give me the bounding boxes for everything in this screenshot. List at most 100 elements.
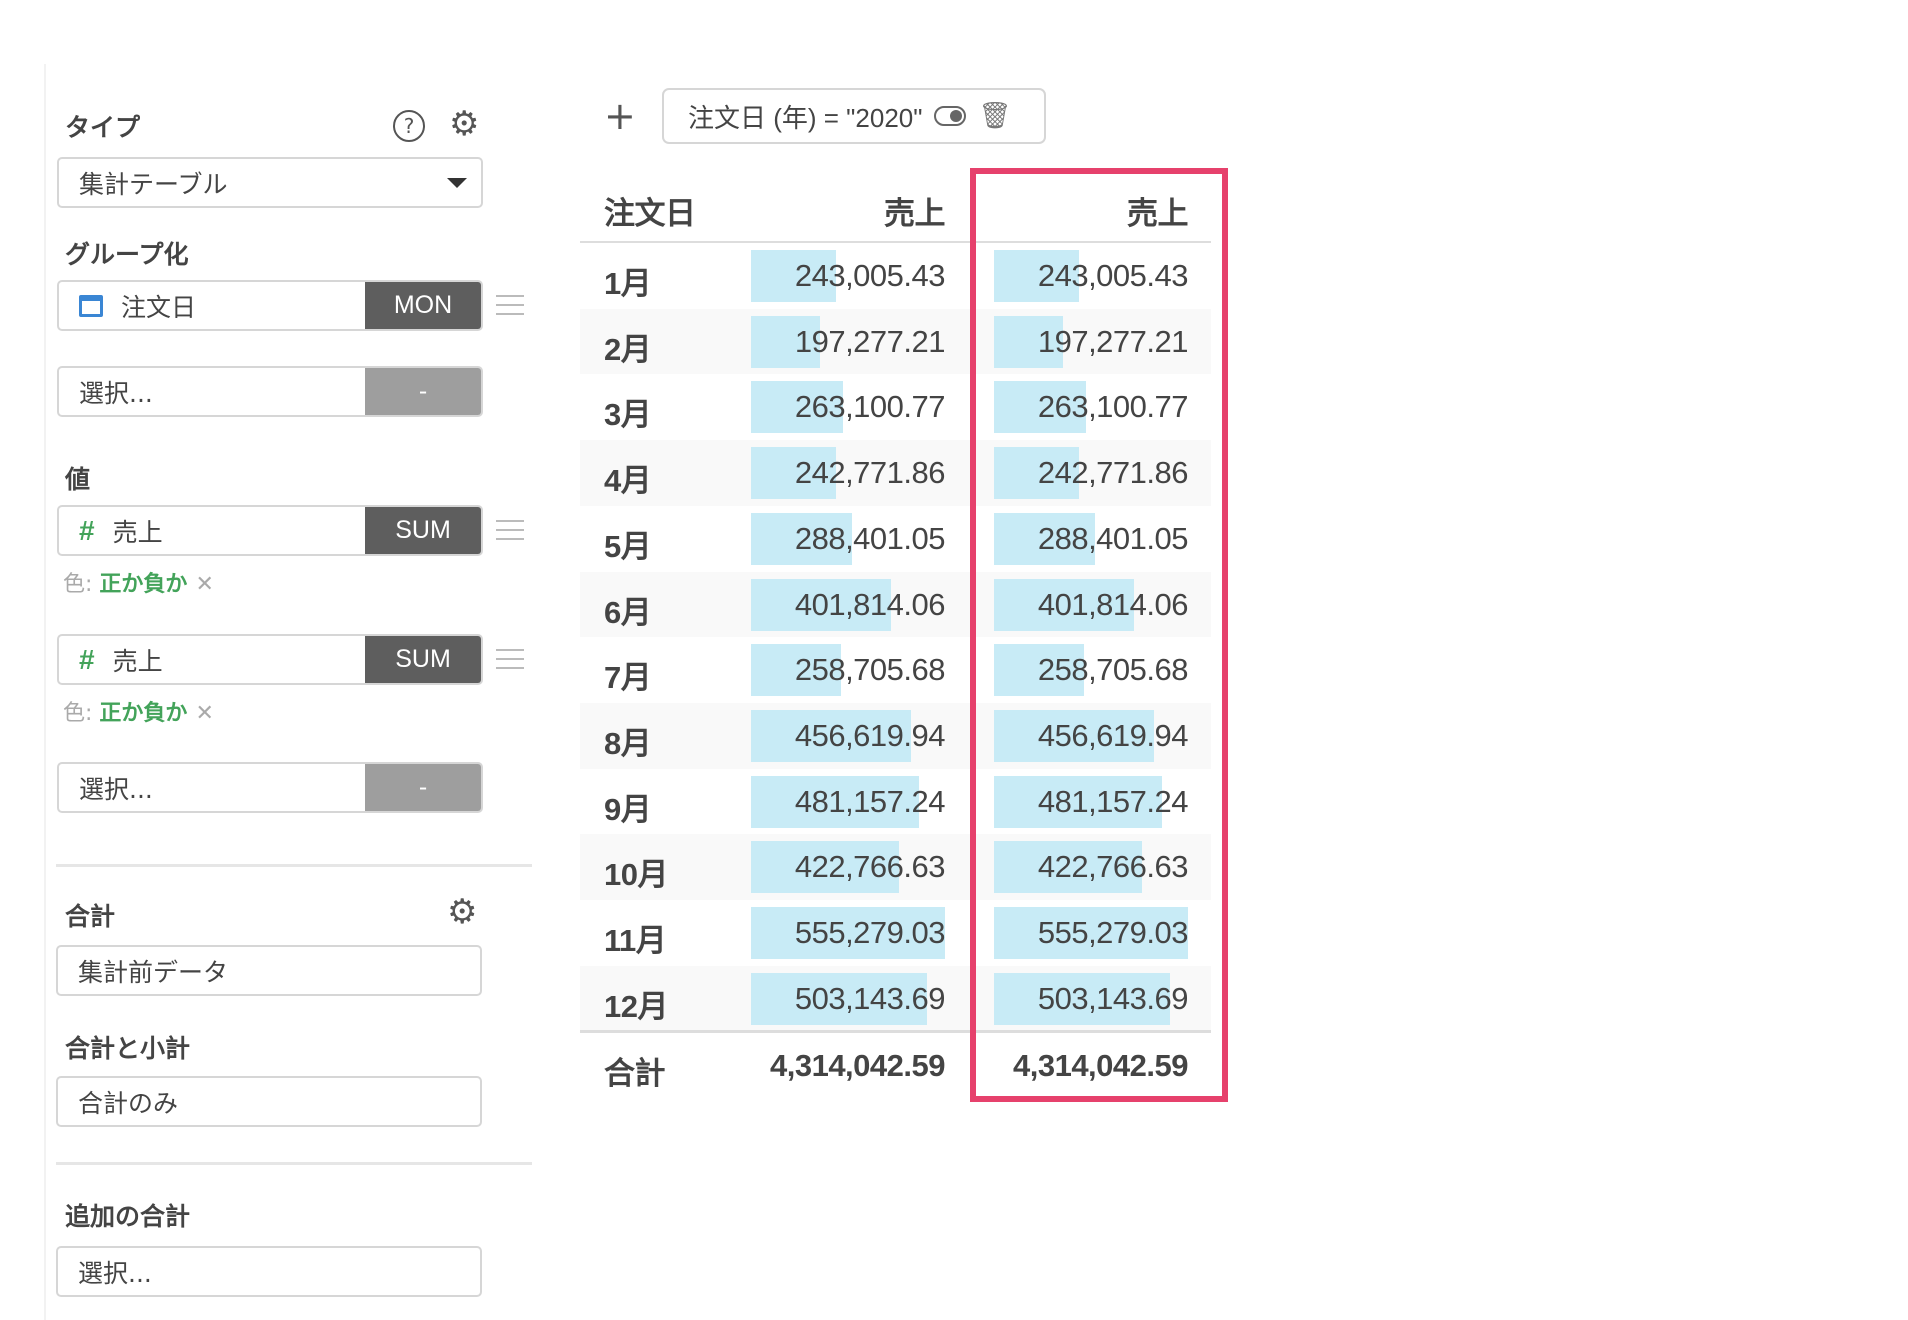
close-icon[interactable]: ✕ [195, 572, 214, 597]
value-bar [751, 578, 892, 631]
grouping-placeholder: 選択... [79, 378, 153, 408]
total-subtotal-label: 合計と小計 [65, 1034, 191, 1063]
sidebar-border [44, 64, 46, 1320]
value-bar [994, 578, 1135, 631]
total-subtotal-select[interactable]: 合計のみ [56, 1076, 482, 1127]
type-select[interactable]: 集計テーブル [57, 157, 483, 208]
value-cell: 456,619.94 [794, 717, 946, 753]
caret-down-icon [447, 177, 467, 188]
header-divider [580, 241, 1211, 244]
filter-chip-text: 注文日 (年) = "2020" [688, 102, 923, 133]
table-row [580, 308, 1211, 375]
additional-total-label: 追加の合計 [65, 1202, 191, 1231]
total-value: 集計前データ [78, 957, 229, 987]
value-cell: 258,705.68 [1037, 652, 1189, 688]
close-icon[interactable]: ✕ [195, 701, 214, 726]
grouping-select-empty[interactable]: 選択... - [57, 366, 483, 417]
color-value-link[interactable]: 正か負か [99, 572, 188, 597]
filter-chip[interactable]: 注文日 (年) = "2020" 🗑 [662, 88, 1046, 144]
value-cell: 555,279.03 [794, 915, 946, 950]
value-cell: 263,100.77 [1037, 389, 1189, 425]
header-sales[interactable]: 売上 [1127, 196, 1189, 231]
total-subtotal-value: 合計のみ [78, 1088, 179, 1118]
gear-icon[interactable]: ⚙ [447, 892, 478, 932]
calendar-icon [79, 294, 103, 317]
values-label: 値 [65, 465, 91, 494]
grouping-field[interactable]: 注文日 MON [57, 280, 483, 331]
table-row [580, 243, 1211, 309]
value-cell: 243,005.43 [1037, 258, 1189, 293]
value-cell: 481,157.24 [1037, 783, 1189, 819]
row-label: 2月 [604, 331, 652, 367]
grouping-aggregation-button[interactable]: MON [365, 282, 481, 329]
value-aggregation-button[interactable]: SUM [365, 636, 481, 683]
value-cell: 503,143.69 [1037, 980, 1189, 1016]
value-cell: 197,277.21 [794, 323, 946, 359]
drag-handle-icon[interactable] [496, 520, 524, 540]
table-row [580, 505, 1211, 572]
value-cell: 555,279.03 [1037, 915, 1189, 950]
value-color: 色: 正か負か ✕ [63, 695, 214, 727]
grouping-field-name: 注文日 [121, 292, 197, 322]
value-cell: 288,401.05 [1037, 520, 1189, 556]
value-color: 色: 正か負か ✕ [63, 566, 214, 598]
value-bar [751, 315, 820, 368]
value-bar [994, 709, 1154, 762]
value-bar [751, 512, 852, 565]
value-aggregation-button[interactable]: SUM [365, 507, 481, 554]
divider [56, 1162, 532, 1165]
color-value-link[interactable]: 正か負か [99, 701, 188, 726]
value-bar [751, 447, 836, 500]
row-label: 12月 [604, 988, 668, 1024]
value-bar [994, 250, 1079, 302]
toggle-icon[interactable] [934, 106, 967, 126]
highlight-box [970, 168, 1228, 1102]
header-sales[interactable]: 売上 [884, 196, 946, 231]
value-field[interactable]: # 売上 SUM [57, 634, 483, 685]
row-label: 11月 [604, 923, 667, 958]
total-value: 4,314,042.59 [769, 1048, 946, 1083]
value-select-empty[interactable]: 選択... - [57, 762, 483, 813]
value-placeholder: 選択... [79, 774, 153, 804]
additional-total-placeholder: 選択... [78, 1258, 152, 1288]
header-order-date[interactable]: 注文日 [604, 196, 696, 231]
grouping-empty-button[interactable]: - [365, 368, 481, 415]
value-bar [751, 775, 920, 828]
row-label: 10月 [604, 857, 668, 893]
row-label: 8月 [604, 725, 652, 761]
add-filter-button[interactable]: + [604, 94, 636, 138]
value-bar [751, 250, 836, 302]
color-label: 色: [63, 572, 93, 597]
total-select[interactable]: 集計前データ [56, 945, 482, 996]
row-label: 5月 [604, 528, 652, 564]
help-icon[interactable]: ? [393, 110, 425, 142]
value-bar [994, 381, 1086, 434]
type-label: タイプ [65, 113, 141, 142]
value-bar [751, 644, 842, 697]
value-cell: 243,005.43 [794, 258, 946, 293]
drag-handle-icon[interactable] [496, 649, 524, 669]
value-field[interactable]: # 売上 SUM [57, 505, 483, 556]
value-cell: 456,619.94 [1037, 717, 1189, 753]
additional-total-select[interactable]: 選択... [56, 1246, 482, 1297]
gear-icon[interactable]: ⚙ [449, 104, 480, 144]
total-value: 4,314,042.59 [1012, 1048, 1189, 1083]
table-row [580, 440, 1211, 507]
value-cell: 401,814.06 [794, 586, 946, 622]
value-bar [994, 644, 1085, 697]
value-cell: 422,766.63 [794, 849, 946, 885]
value-bar [994, 907, 1188, 959]
row-label: 7月 [604, 660, 652, 696]
value-cell: 263,100.77 [794, 389, 946, 425]
value-bar [751, 709, 911, 762]
value-empty-button[interactable]: - [365, 764, 481, 811]
row-label: 3月 [604, 397, 652, 433]
value-bar [751, 972, 927, 1025]
row-label: 6月 [604, 594, 652, 630]
value-cell: 288,401.05 [794, 520, 946, 556]
trash-icon[interactable]: 🗑 [978, 101, 1012, 131]
value-cell: 242,771.86 [1037, 455, 1189, 491]
drag-handle-icon[interactable] [496, 295, 524, 315]
hash-icon: # [79, 643, 95, 675]
value-field-name: 売上 [112, 517, 163, 547]
